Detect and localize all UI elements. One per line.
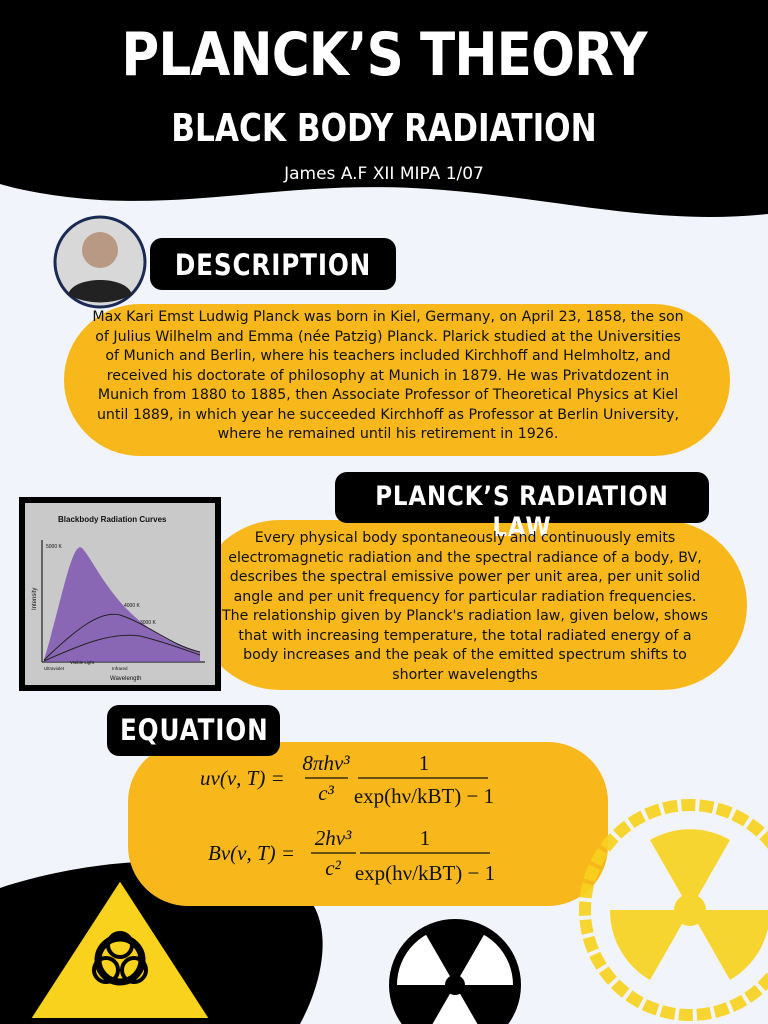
section-heading: PLANCK’S RADIATION LAW [375,481,669,543]
warning-triangle [26,876,214,1022]
section-heading: EQUATION [119,713,269,747]
eq-numerator: 8πhν³ [302,751,350,775]
figure-x-label: Wavelength [110,676,141,682]
radiation-blades [394,924,516,1024]
eq-numerator: 2hν³ [315,826,352,850]
eq-denominator: c³ [318,781,334,805]
equation-box [128,742,608,906]
radiation-ring [579,799,768,1021]
figure-label: Ultraviolet [44,666,65,671]
eq-numerator: 1 [419,751,430,775]
figure-curve [44,547,200,662]
biohazard-sign [26,876,214,1022]
equation-heading-box [107,705,280,756]
portrait-body [68,280,132,303]
figure-y-label: Intensity [32,588,38,610]
eq-lhs: Bν(ν, T) = [208,841,295,865]
description-text: Max Kari Emst Ludwig Planck was born in … [92,309,684,442]
figure-curve [43,634,201,662]
author: James A.F XII MIPA 1/07 [284,164,484,184]
portrait-face [82,232,118,268]
section-heading: DESCRIPTION [174,248,372,282]
figure-label: 3000 K [140,620,157,626]
law-heading-box [335,472,709,523]
law-box [195,520,747,690]
biohazard-ring [120,956,148,984]
biohazard-ring [92,956,120,984]
figure-title: Blackbody Radiation Curves [58,515,167,524]
description-heading-box [150,238,396,290]
figure-label: Infrared [112,666,128,671]
eq-denominator: c² [325,856,341,880]
title: PLANCK’S THEORY [121,20,647,90]
law-text: Every physical body spontaneously and co… [221,530,708,683]
description-box [64,304,730,456]
figure-label: Visible Light [70,660,95,665]
biohazard-ring [106,931,134,959]
eq-numerator: 1 [420,826,431,850]
radiation-sign [389,919,521,1024]
radiation-sign-faded [579,799,768,1021]
eq-lhs: uν(ν, T) = [200,766,285,790]
figure: Blackbody Radiation Curves Intensity Wav… [19,497,221,691]
subtitle: BLACK BODY RADIATION [171,106,597,150]
figure-label: 4000 K [124,603,141,609]
eq-denominator: exp(hν/kBT) − 1 [355,861,495,885]
eq-denominator: exp(hν/kBT) − 1 [354,784,494,808]
figure-label: 5000 K [46,544,63,550]
figure-curve [43,613,201,661]
header-band [0,0,768,217]
radiation-blades [609,829,768,980]
equations: uν(ν, T) = 8πhν³ c³ 1 exp(hν/kBT) − 1 Bν… [200,751,495,885]
